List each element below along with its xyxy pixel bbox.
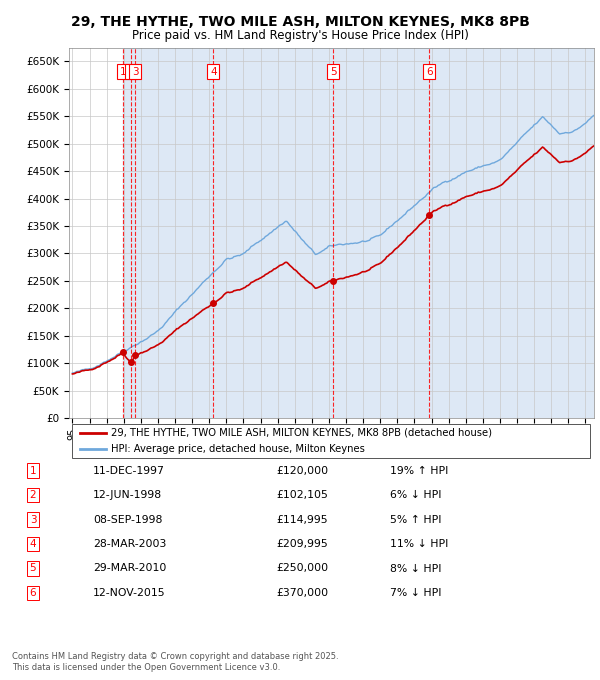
- Bar: [214, 48, 333, 418]
- Text: 8% ↓ HPI: 8% ↓ HPI: [390, 564, 442, 573]
- Text: 29, THE HYTHE, TWO MILE ASH, MILTON KEYNES, MK8 8PB (detached house): 29, THE HYTHE, TWO MILE ASH, MILTON KEYN…: [111, 428, 492, 438]
- Text: 29-MAR-2010: 29-MAR-2010: [93, 564, 166, 573]
- Text: 12-NOV-2015: 12-NOV-2015: [93, 588, 166, 598]
- Text: 12-JUN-1998: 12-JUN-1998: [93, 490, 162, 500]
- Text: £114,995: £114,995: [276, 515, 328, 524]
- Text: 11% ↓ HPI: 11% ↓ HPI: [390, 539, 448, 549]
- Text: 19% ↑ HPI: 19% ↑ HPI: [390, 466, 448, 475]
- Text: 6: 6: [426, 67, 433, 77]
- Bar: [429, 48, 594, 418]
- Text: HPI: Average price, detached house, Milton Keynes: HPI: Average price, detached house, Milt…: [111, 444, 365, 454]
- Text: Contains HM Land Registry data © Crown copyright and database right 2025.
This d: Contains HM Land Registry data © Crown c…: [12, 652, 338, 672]
- Text: 5: 5: [330, 67, 337, 77]
- Bar: [333, 48, 429, 418]
- Bar: [136, 48, 214, 418]
- Text: 5: 5: [29, 564, 37, 573]
- Text: 1: 1: [29, 466, 37, 475]
- Text: 4: 4: [210, 67, 217, 77]
- Text: 7% ↓ HPI: 7% ↓ HPI: [390, 588, 442, 598]
- Text: £120,000: £120,000: [276, 466, 328, 475]
- FancyBboxPatch shape: [71, 424, 590, 458]
- Text: £209,995: £209,995: [276, 539, 328, 549]
- Bar: [131, 48, 136, 418]
- Text: £250,000: £250,000: [276, 564, 328, 573]
- Text: 4: 4: [29, 539, 37, 549]
- Text: 11-DEC-1997: 11-DEC-1997: [93, 466, 165, 475]
- Text: 6: 6: [29, 588, 37, 598]
- Text: 29, THE HYTHE, TWO MILE ASH, MILTON KEYNES, MK8 8PB: 29, THE HYTHE, TWO MILE ASH, MILTON KEYN…: [71, 15, 529, 29]
- Text: £370,000: £370,000: [276, 588, 328, 598]
- Text: 2: 2: [128, 67, 134, 77]
- Text: 2: 2: [29, 490, 37, 500]
- Text: 3: 3: [132, 67, 139, 77]
- Text: 3: 3: [29, 515, 37, 524]
- Text: 28-MAR-2003: 28-MAR-2003: [93, 539, 166, 549]
- Text: Price paid vs. HM Land Registry's House Price Index (HPI): Price paid vs. HM Land Registry's House …: [131, 29, 469, 41]
- Text: 08-SEP-1998: 08-SEP-1998: [93, 515, 163, 524]
- Text: 5% ↑ HPI: 5% ↑ HPI: [390, 515, 442, 524]
- Bar: [122, 48, 131, 418]
- Text: 6% ↓ HPI: 6% ↓ HPI: [390, 490, 442, 500]
- Text: 1: 1: [119, 67, 126, 77]
- Text: £102,105: £102,105: [276, 490, 328, 500]
